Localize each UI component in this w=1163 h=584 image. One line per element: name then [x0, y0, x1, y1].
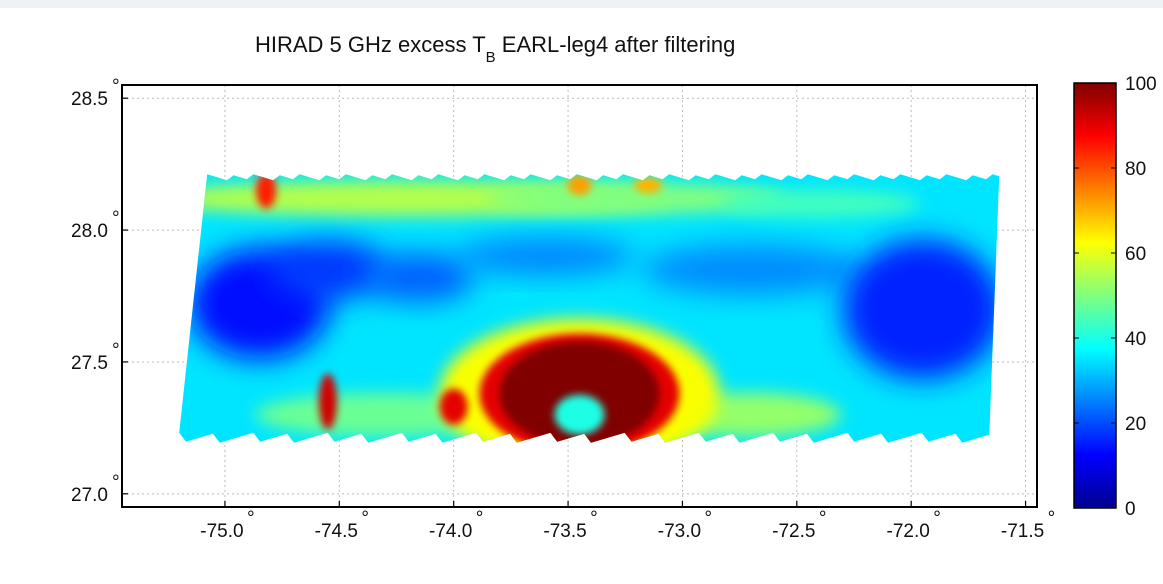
x-tick-label: -74.5 — [315, 521, 358, 542]
y-axis-ticks: 27.0°27.5°28.0°28.5° — [71, 76, 128, 506]
colorbar-tick-label: 20 — [1125, 414, 1146, 435]
x-tick-label: -72.5 — [772, 521, 815, 542]
cold-band-mid — [364, 252, 475, 303]
cold-band-east — [641, 244, 862, 295]
hot-spot-west-2 — [439, 388, 468, 425]
x-tick-degree: ° — [247, 508, 255, 529]
hot-spot-north-east — [634, 177, 663, 194]
title-main: HIRAD 5 GHz excess T — [255, 32, 486, 57]
cold-band-west-2 — [267, 239, 388, 300]
colorbar-tick-label: 80 — [1125, 159, 1146, 180]
cold-band-center — [455, 238, 636, 275]
x-tick-degree: ° — [476, 508, 484, 529]
y-tick-degree: ° — [112, 472, 120, 493]
x-tick-degree: ° — [361, 508, 369, 529]
top-warm-strip-mid — [486, 182, 787, 215]
y-tick-degree: ° — [112, 208, 120, 229]
plot-frame — [121, 84, 1038, 508]
y-tick-degree: ° — [112, 76, 120, 97]
y-tick-label: 28.0 — [71, 221, 108, 242]
warm-arc — [499, 341, 660, 443]
x-tick-label: -74.0 — [429, 521, 472, 542]
top-strip — [0, 0, 1163, 8]
top-warm-strip-east — [719, 189, 920, 218]
x-tick-degree: ° — [819, 508, 827, 529]
x-tick-label: -75.0 — [200, 521, 243, 542]
heatmap-swath — [179, 174, 1000, 443]
colorbar-tick-label: 100 — [1125, 74, 1157, 95]
arc-inner-cool — [554, 394, 605, 435]
title-sub: B — [486, 49, 496, 66]
x-tick-degree: ° — [590, 508, 598, 529]
x-tick-degree: ° — [933, 508, 941, 529]
x-tick-label: -71.5 — [1001, 521, 1044, 542]
x-tick-label: -72.0 — [887, 521, 930, 542]
y-tick-label: 28.5 — [71, 89, 108, 110]
x-tick-label: -73.0 — [658, 521, 701, 542]
colorbar — [1073, 82, 1117, 509]
x-tick-degree: ° — [1048, 508, 1056, 529]
colorbar-tick-label: 0 — [1125, 499, 1136, 520]
hot-spot-north-west — [256, 174, 277, 209]
colorbar-tick-label: 60 — [1125, 244, 1146, 265]
x-tick-degree: ° — [704, 508, 712, 529]
colorbar-ticks: 0 20 40 60 80 100 — [1074, 74, 1157, 520]
x-axis-ticks: -75.0°-74.5°-74.0°-73.5°-73.0°-72.5°-72.… — [200, 501, 1055, 542]
y-tick-label: 27.0 — [71, 485, 108, 506]
colorbar-tick-label: 40 — [1125, 329, 1146, 350]
y-tick-label: 27.5 — [71, 353, 108, 374]
chart-title: HIRAD 5 GHz excess TB EARL-leg4 after fi… — [255, 32, 735, 66]
title-rest: EARL-leg4 after filtering — [496, 32, 736, 57]
hot-spot-north-mid — [567, 175, 592, 196]
y-tick-degree: ° — [112, 340, 120, 361]
x-tick-label: -73.5 — [543, 521, 586, 542]
hot-spot-west — [318, 373, 337, 430]
cold-band-far-east — [842, 239, 1000, 380]
